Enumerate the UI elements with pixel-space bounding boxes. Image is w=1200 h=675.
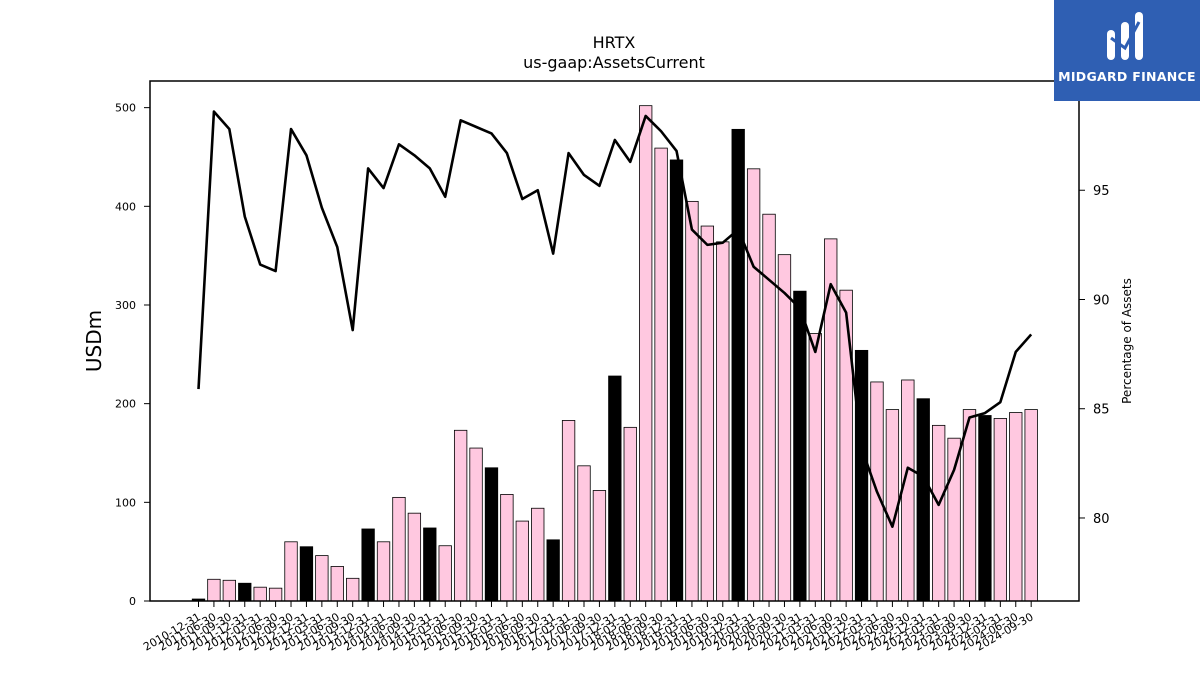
bar-2015-06-30: [469, 447, 483, 602]
bar-2015-09-30: [484, 467, 499, 602]
bar-2014-09-30: [423, 527, 437, 602]
y-tick-label: 400: [115, 200, 136, 213]
bar-2018-03-31: [639, 105, 653, 602]
bar-2022-06-30: [901, 379, 915, 602]
bar-2014-06-30: [407, 512, 422, 602]
bar-2011-09-30: [238, 582, 252, 602]
bar-2021-06-30: [839, 289, 853, 602]
plot-frame: [149, 80, 1080, 602]
bar-2011-03-31: [207, 578, 221, 602]
bar-2017-09-30: [608, 375, 622, 602]
y-tick-label: 200: [115, 398, 136, 411]
bar-2021-09-30: [854, 349, 869, 602]
bar-2019-06-30: [716, 241, 730, 602]
y-tick-label: 300: [115, 299, 136, 312]
chart-title: HRTX: [593, 33, 636, 52]
bar-2018-12-31: [685, 200, 699, 602]
bar-2012-09-30: [299, 546, 314, 602]
bar-2019-09-30: [731, 128, 745, 602]
bar-2013-09-30: [361, 528, 375, 602]
bar-2014-12-31: [438, 545, 452, 602]
bar-2013-06-30: [346, 577, 360, 602]
brand-logo: MIDGARD FINANCE: [1054, 0, 1200, 101]
y-tick-label: 500: [115, 102, 136, 115]
bar-2016-03-31: [515, 520, 529, 602]
bar-2017-12-31: [623, 426, 637, 602]
bar-2018-06-30: [654, 147, 668, 602]
y-tick-label: 0: [129, 595, 136, 608]
bar-2015-12-31: [500, 494, 514, 602]
bar-2020-06-30: [777, 254, 792, 602]
bar-2013-12-31: [376, 541, 391, 602]
bar-2012-12-31: [315, 555, 329, 602]
y2-axis-ticks: 80 85 90 95: [1079, 184, 1110, 527]
x-axis-ticks: 2010-12-312011-06-302011-09-302011-12-31…: [141, 601, 1036, 654]
bar-2022-09-30: [916, 398, 930, 602]
bar-2018-09-30: [669, 159, 684, 602]
percentage-line: [197, 110, 1033, 529]
y2-axis-label: Percentage of Assets: [1120, 278, 1134, 404]
bar-2012-03-31: [268, 587, 283, 602]
bar-2024-06-30: [1024, 409, 1038, 602]
bar-2020-09-30: [793, 290, 807, 602]
y-axis-ticks: 0 100 200 300 400 500: [115, 102, 150, 608]
bar-2016-06-30: [531, 507, 545, 602]
bar-2017-06-30: [592, 490, 607, 602]
bar-2020-03-31: [762, 213, 776, 602]
y-tick-label: 100: [115, 496, 136, 509]
brand-name: MIDGARD FINANCE: [1058, 69, 1196, 84]
midgard-logo-icon: [1107, 12, 1143, 60]
bar-2019-03-31: [700, 225, 715, 602]
bar-2016-09-30: [546, 539, 560, 602]
bar-2011-06-30: [222, 579, 236, 602]
y2-tick-label: 95: [1093, 184, 1110, 199]
bar-2024-03-31: [1009, 412, 1023, 602]
bar-2012-06-30: [284, 541, 298, 602]
bar-2022-12-31: [932, 424, 946, 602]
y2-tick-label: 90: [1093, 293, 1110, 308]
bar-2014-03-31: [392, 496, 406, 602]
chart-subtitle: us-gaap:AssetsCurrent: [523, 53, 705, 72]
bar-series: [191, 105, 1038, 602]
bar-2023-06-30: [962, 409, 977, 602]
bar-2019-12-31: [746, 168, 761, 602]
bar-2020-12-31: [808, 333, 822, 602]
y-axis-label: USDm: [82, 310, 106, 372]
bar-2023-09-30: [978, 415, 992, 602]
bar-2023-03-31: [947, 437, 961, 602]
bar-2016-12-31: [561, 420, 576, 602]
bar-2011-12-31: [253, 586, 267, 602]
bar-2017-03-31: [577, 465, 591, 602]
y2-tick-label: 85: [1093, 403, 1110, 418]
y2-tick-label: 80: [1093, 512, 1110, 527]
bar-2015-03-31: [453, 429, 468, 602]
bar-2023-12-31: [993, 418, 1007, 602]
percentage-line-series: [197, 110, 1033, 529]
bar-2013-03-31: [330, 566, 344, 602]
